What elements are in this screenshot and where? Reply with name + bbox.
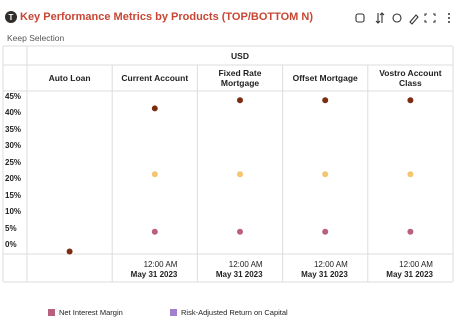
point <box>66 248 73 255</box>
y-tick-label: 25% <box>5 157 22 167</box>
column-header: Fixed Rate Mortgage <box>218 68 262 88</box>
point <box>407 171 414 178</box>
point <box>407 228 414 235</box>
column-header: Vostro Account Class <box>379 68 442 88</box>
legend-label: Risk-Adjusted Return on Capital <box>181 308 288 317</box>
point <box>237 97 243 104</box>
toolbar <box>355 12 436 25</box>
title-icon <box>5 11 17 23</box>
x-time: 12:00 AM <box>228 260 263 269</box>
y-tick-label: 35% <box>5 124 22 134</box>
x-time: 12:00 AM <box>313 260 348 269</box>
column-header: Current Account <box>121 73 189 83</box>
toolbar-icon[interactable] <box>409 14 419 25</box>
x-tick-label: 12:00 AM May 31 2023 <box>112 260 178 280</box>
x-time: 12:00 AM <box>399 260 433 269</box>
x-tick-label: 12:00 AM May 31 2023 <box>368 260 433 280</box>
point <box>322 171 329 178</box>
point <box>407 97 414 104</box>
point <box>151 105 158 112</box>
toolbar-icon[interactable] <box>392 13 402 23</box>
point <box>322 228 329 235</box>
y-tick-label: 0% <box>5 239 17 249</box>
toolbar-icon[interactable] <box>375 12 385 24</box>
column-header: Auto Loan <box>48 73 91 83</box>
x-date: May 31 2023 <box>215 270 263 279</box>
y-tick-label: 15% <box>5 190 22 200</box>
toolbar-icon[interactable] <box>355 13 365 23</box>
column-header: Offset Mortgage <box>292 73 358 83</box>
legend-swatch <box>48 309 55 316</box>
legend-label: Net Interest Margin <box>59 308 123 317</box>
point <box>237 228 243 235</box>
point <box>151 171 158 178</box>
subtitle[interactable]: Keep Selection <box>7 33 65 43</box>
y-tick-label: 30% <box>5 141 22 151</box>
title: Key Performance Metrics by Products (TOP… <box>20 11 313 23</box>
x-date: May 31 2023 <box>301 270 348 279</box>
x-tick-label: 12:00 AM May 31 2023 <box>197 260 263 280</box>
y-tick-label: 40% <box>5 108 22 118</box>
x-tick-label: 12:00 AM May 31 2023 <box>283 260 348 280</box>
title-icon-glyph: T <box>9 13 14 22</box>
legend-swatch <box>170 309 177 316</box>
column-group: USD <box>231 50 249 61</box>
y-tick-label: 45% <box>5 91 22 101</box>
y-tick-label: 5% <box>5 223 17 233</box>
menu-icon[interactable] <box>448 13 450 23</box>
point <box>322 97 329 104</box>
point <box>237 171 243 178</box>
x-date: May 31 2023 <box>130 270 178 279</box>
toolbar-icon[interactable] <box>424 13 436 23</box>
x-date: May 31 2023 <box>386 270 433 279</box>
point <box>151 228 158 235</box>
y-tick-label: 10% <box>5 207 22 217</box>
y-tick-label: 20% <box>5 174 22 184</box>
x-time: 12:00 AM <box>143 260 178 269</box>
